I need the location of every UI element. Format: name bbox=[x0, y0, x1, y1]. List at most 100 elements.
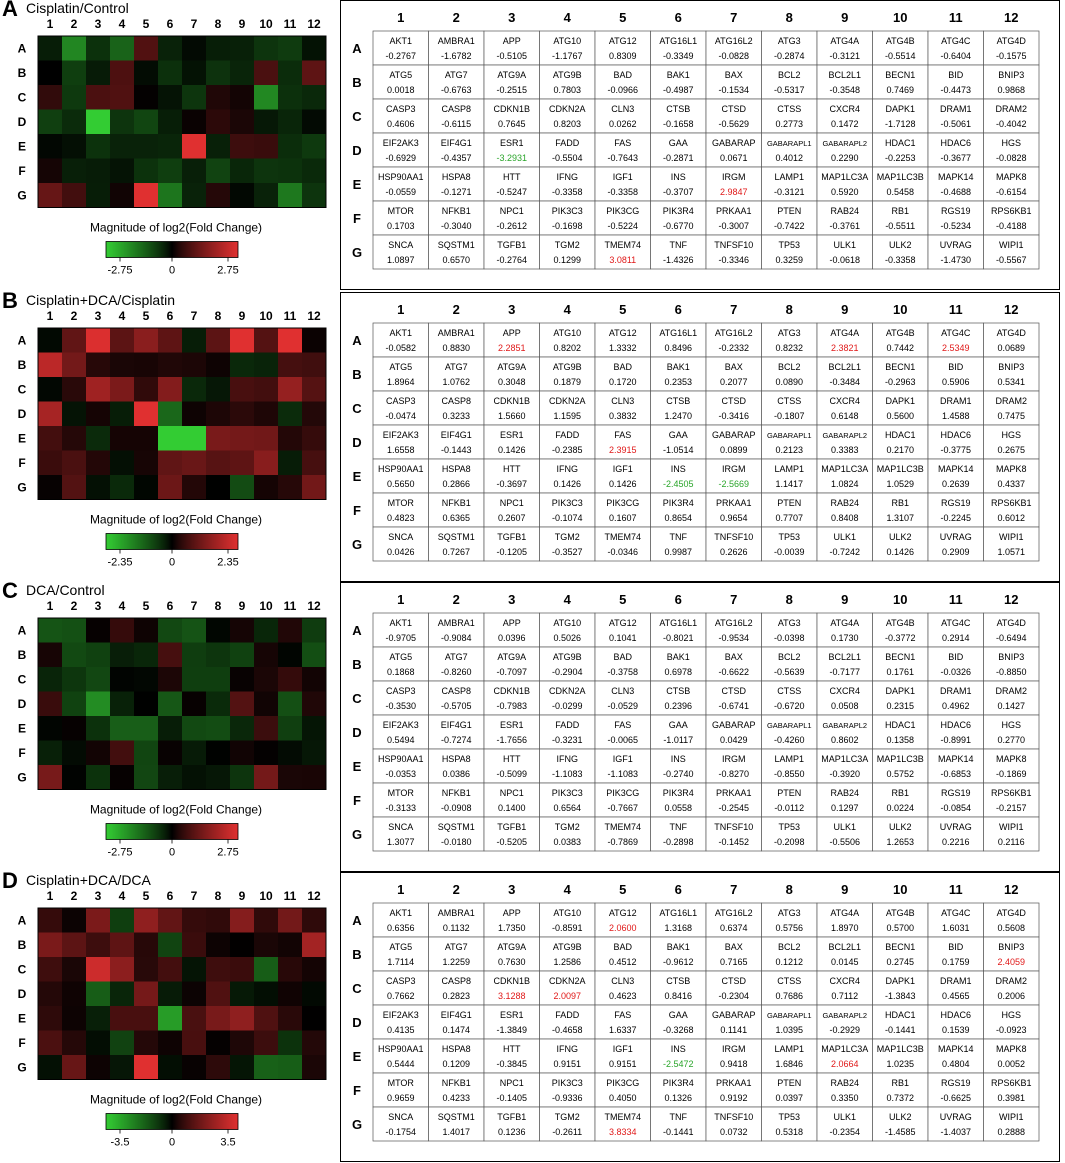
gene-label: MAP1LC3B bbox=[877, 172, 924, 182]
table-cell bbox=[483, 492, 540, 528]
heatmap-cell bbox=[302, 932, 327, 958]
fold-change-value: 0.5906 bbox=[942, 377, 970, 387]
fold-change-value: -0.0618 bbox=[829, 255, 860, 265]
table-cell bbox=[483, 526, 540, 562]
fold-change-value: 0.1720 bbox=[609, 377, 637, 387]
fold-change-value: -0.0966 bbox=[607, 85, 638, 95]
gene-label: NFKB1 bbox=[442, 206, 471, 216]
heatmap-cell bbox=[110, 60, 135, 86]
heatmap-cell bbox=[182, 1006, 207, 1031]
table-col-label: 2 bbox=[453, 10, 460, 25]
fold-change-value: 0.1427 bbox=[997, 701, 1025, 711]
fold-change-value: 2.5349 bbox=[942, 343, 970, 353]
gene-label: ATG7 bbox=[445, 652, 468, 662]
table-cell bbox=[983, 200, 1040, 236]
heatmap-cell bbox=[86, 1006, 111, 1031]
heatmap-cell bbox=[86, 134, 111, 159]
heatmap-cell bbox=[62, 377, 87, 402]
fold-change-value: 0.1041 bbox=[609, 633, 637, 643]
gene-label: CXCR4 bbox=[829, 686, 860, 696]
fold-change-value: 0.9192 bbox=[720, 1093, 748, 1103]
table-cell bbox=[983, 714, 1040, 750]
heatmap-col-label: 4 bbox=[119, 309, 126, 323]
fold-change-value: 1.0395 bbox=[775, 1025, 803, 1035]
fold-change-value: -0.9084 bbox=[441, 633, 472, 643]
fold-change-value: 0.2170 bbox=[886, 445, 914, 455]
heatmap-cell bbox=[134, 1030, 159, 1056]
heatmap-cell bbox=[302, 352, 327, 378]
fold-change-value: -0.0854 bbox=[940, 803, 971, 813]
heatmap-cell bbox=[182, 85, 207, 110]
table-col-label: 2 bbox=[453, 882, 460, 897]
table-cell bbox=[428, 322, 485, 358]
fold-change-value: -0.0923 bbox=[996, 1025, 1027, 1035]
legend-title: Magnitude of log2(Fold Change) bbox=[90, 1093, 262, 1107]
gene-label: MAP1LC3A bbox=[821, 754, 868, 764]
heatmap-cell bbox=[302, 450, 327, 476]
fold-change-value: -0.3358 bbox=[552, 187, 583, 197]
legend-title: Magnitude of log2(Fold Change) bbox=[90, 803, 262, 817]
gene-label: ATG9A bbox=[497, 70, 526, 80]
table-cell bbox=[705, 200, 762, 236]
fold-change-value: -0.0065 bbox=[607, 735, 638, 745]
gene-label: CASP3 bbox=[386, 396, 416, 406]
fold-change-value: 0.0145 bbox=[831, 957, 859, 967]
values-table-a: 1 2 3 4 5 6 7 8 9 10 11 12ABCDEFGAKT1-0.2767AMBRA1-… bbox=[352, 10, 1040, 270]
heatmap-cell bbox=[254, 85, 279, 110]
heatmap-cell bbox=[62, 85, 87, 110]
fold-change-value: 1.2586 bbox=[553, 957, 581, 967]
gene-label: ATG10 bbox=[553, 328, 581, 338]
gene-label: ATG4A bbox=[830, 36, 859, 46]
heatmap-row-label: B bbox=[18, 938, 27, 952]
gene-label: CTSB bbox=[666, 976, 690, 986]
heatmap-cell bbox=[158, 183, 183, 208]
gene-label: MTOR bbox=[388, 498, 415, 508]
table-row-label: E bbox=[353, 759, 362, 774]
fold-change-value: 0.6356 bbox=[387, 923, 415, 933]
fold-change-value: 0.3048 bbox=[498, 377, 526, 387]
gene-label: EIF4G1 bbox=[441, 720, 472, 730]
gene-label: ATG4D bbox=[997, 36, 1027, 46]
gene-label: DRAM1 bbox=[940, 104, 972, 114]
fold-change-value: 0.5444 bbox=[387, 1059, 415, 1069]
fold-change-value: 0.0671 bbox=[720, 153, 748, 163]
table-row-label: A bbox=[352, 41, 362, 56]
fold-change-value: -0.4473 bbox=[940, 85, 971, 95]
values-table-b: 1 2 3 4 5 6 7 8 9 10 11 12ABCDEFGAKT1-0.0582AMBRA10… bbox=[352, 302, 1040, 562]
table-cell bbox=[594, 714, 651, 750]
fold-change-value: 0.1472 bbox=[831, 119, 859, 129]
panel-a: A Cisplatin/Control 1 2 3 4 5 6 7 8 9 10 11 12 A B C D E… bbox=[0, 0, 1065, 290]
table-cell bbox=[983, 526, 1040, 562]
table-cell bbox=[761, 680, 818, 716]
heatmap-col-label: 12 bbox=[307, 889, 321, 903]
fold-change-value: 0.7475 bbox=[997, 411, 1025, 421]
fold-change-value: 0.1212 bbox=[775, 957, 803, 967]
heatmap-cell bbox=[110, 981, 135, 1007]
table-row-label: A bbox=[352, 623, 362, 638]
gene-label: ATG12 bbox=[609, 908, 637, 918]
gene-label: PIK3C3 bbox=[552, 1078, 583, 1088]
fold-change-value: -0.7667 bbox=[607, 803, 638, 813]
table-cell bbox=[483, 612, 540, 648]
gene-label: NPC1 bbox=[500, 498, 524, 508]
gene-label: ATG4A bbox=[830, 328, 859, 338]
heatmap-cell bbox=[206, 765, 231, 790]
gene-label: RAB24 bbox=[830, 788, 859, 798]
table-cell bbox=[816, 782, 873, 818]
fold-change-value: -0.8991 bbox=[940, 735, 971, 745]
panel-letter: A bbox=[2, 0, 18, 21]
heatmap-cell bbox=[134, 932, 159, 958]
heatmap-col-label: 12 bbox=[307, 17, 321, 31]
heatmap-cell bbox=[302, 908, 327, 933]
fold-change-value: 0.1474 bbox=[442, 1025, 470, 1035]
heatmap-cell bbox=[134, 691, 159, 717]
heatmap-cell bbox=[86, 475, 111, 500]
fold-change-value: -0.1074 bbox=[552, 513, 583, 523]
heatmap-cell bbox=[206, 1030, 231, 1056]
fold-change-value: -0.8850 bbox=[996, 667, 1027, 677]
table-row-label: A bbox=[352, 333, 362, 348]
gene-label: HTT bbox=[503, 172, 521, 182]
panel-title: DCA/Control bbox=[26, 582, 105, 598]
fold-change-value: 0.7645 bbox=[498, 119, 526, 129]
table-row-label: C bbox=[352, 691, 362, 706]
